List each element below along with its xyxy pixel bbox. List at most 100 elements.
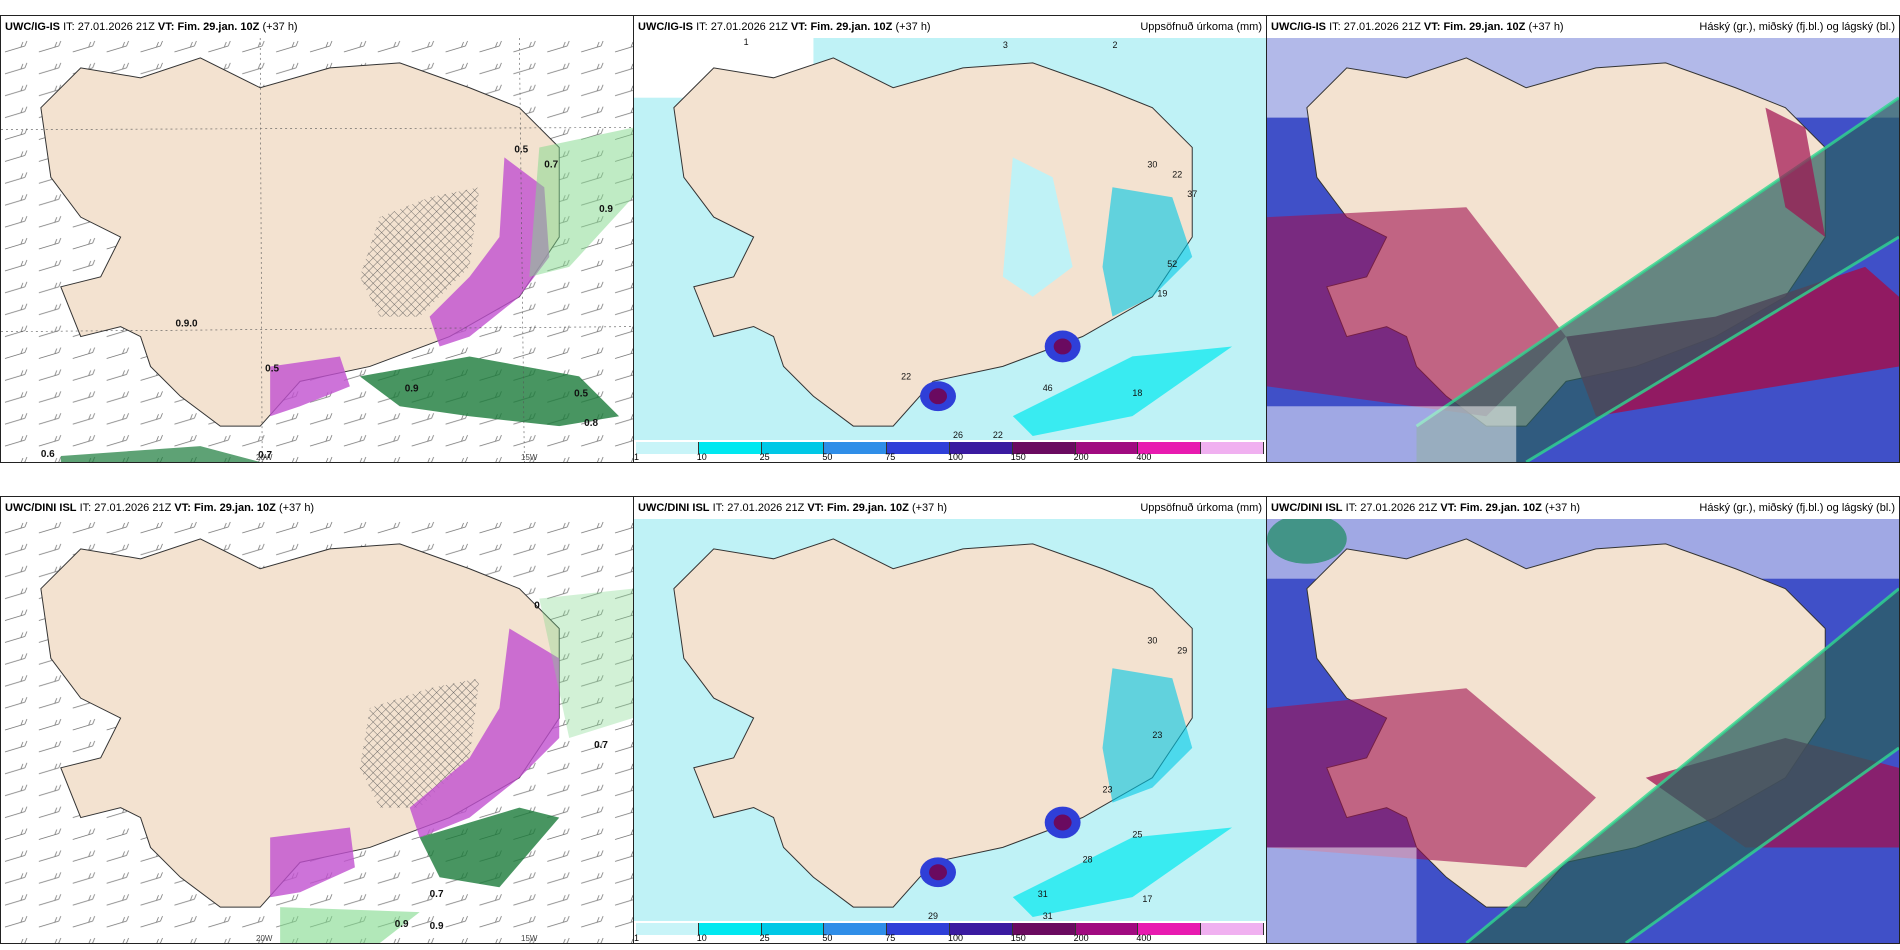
colorbar-tick: 75 [885, 452, 896, 462]
svg-text:31: 31 [1043, 911, 1053, 921]
svg-text:2: 2 [1112, 40, 1117, 50]
svg-text:0.7: 0.7 [258, 450, 272, 461]
precip-map: 22 30 22 37 52 19 46 18 26 22 1 3 2 [634, 38, 1266, 440]
svg-text:0.8: 0.8 [584, 418, 598, 429]
svg-text:37: 37 [1187, 189, 1197, 199]
model-name: UWC/IG-IS [638, 21, 693, 33]
it-label: IT: [1345, 502, 1358, 514]
svg-text:28: 28 [1083, 854, 1093, 864]
valid-time: Fim. 29.jan. 10Z [177, 21, 260, 33]
panel-header: UWC/DINI ISL IT: 27.01.2026 21Z VT: Fim.… [1267, 497, 1899, 519]
lead-time: (+37 h) [262, 21, 298, 33]
svg-text:29: 29 [1177, 645, 1187, 655]
panel-header: UWC/IG-IS IT: 27.01.2026 21Z VT: Fim. 29… [634, 16, 1266, 38]
svg-text:22: 22 [1172, 169, 1182, 179]
lead-time: (+37 h) [278, 502, 315, 514]
colorbar-tick: 150 [1010, 452, 1026, 462]
map-variable-label: Háský (gr.), miðský (fj.bl.) og lágský (… [1699, 502, 1895, 514]
svg-text:17: 17 [1142, 894, 1152, 904]
svg-text:0.9: 0.9 [405, 383, 419, 394]
it-label: IT: [712, 502, 725, 514]
model-name: UWC/IG-IS [1271, 21, 1326, 33]
model-name: UWC/DINI ISL [1271, 502, 1343, 514]
svg-text:22: 22 [901, 371, 911, 381]
colorbar-ticks: 1 10 25 50 75 100 150 200 400 [634, 933, 1264, 943]
svg-text:0.5: 0.5 [574, 388, 588, 399]
panel-header: UWC/DINI ISL IT: 27.01.2026 21Z VT: Fim.… [634, 497, 1266, 519]
init-time: 27.01.2026 21Z [77, 21, 155, 33]
panel-header: UWC/IG-IS IT: 27.01.2026 21Z VT: Fim. 29… [1267, 16, 1899, 38]
colorbar-tick: 25 [759, 452, 770, 462]
svg-text:23: 23 [1152, 730, 1162, 740]
vt-label: VT: [1423, 21, 1441, 33]
valid-time: Fim. 29.jan. 10Z [1443, 21, 1526, 33]
cloud-map [1267, 519, 1899, 943]
colorbar-tick: 100 [948, 933, 964, 943]
vt-label: VT: [790, 21, 808, 33]
colorbar-tick: 150 [1010, 933, 1026, 943]
colorbar-tick: 50 [822, 933, 833, 943]
precip-colorbar: 1 10 25 50 75 100 150 200 400 [634, 921, 1266, 943]
svg-text:31: 31 [1038, 889, 1048, 899]
lon-label-15w: 15W [521, 453, 538, 462]
svg-text:22: 22 [993, 430, 1003, 440]
vt-label: VT: [157, 21, 175, 33]
svg-text:0.9.0: 0.9.0 [175, 319, 198, 330]
panel-top-left: UWC/IG-IS IT: 27.01.2026 21Z VT: Fim. 29… [0, 15, 634, 463]
panel-header: UWC/IG-IS IT: 27.01.2026 21Z VT: Fim. 29… [1, 16, 633, 38]
lead-time: (+37 h) [911, 502, 948, 514]
svg-text:29: 29 [928, 911, 938, 921]
colorbar-tick: 10 [696, 452, 707, 462]
svg-text:0.9: 0.9 [430, 921, 444, 932]
colorbar-tick: 200 [1073, 933, 1089, 943]
svg-text:0.9: 0.9 [395, 919, 409, 930]
svg-text:0.7: 0.7 [594, 740, 608, 751]
init-time: 27.01.2026 21Z [727, 502, 805, 514]
panel-top-middle: UWC/IG-IS IT: 27.01.2026 21Z VT: Fim. 29… [633, 15, 1267, 463]
wind-precip-map: 0.5 0.7 0.9 0.9.0 0.5 0.9 0.5 0.8 0.6 0.… [1, 38, 633, 462]
colorbar-tick: 75 [885, 933, 896, 943]
map-variable-label: Uppsöfnuð úrkoma (mm) [1140, 21, 1262, 33]
vt-label: VT: [1440, 502, 1457, 514]
panel-bottom-middle: UWC/DINI ISL IT: 27.01.2026 21Z VT: Fim.… [633, 496, 1267, 944]
svg-text:52: 52 [1167, 259, 1177, 269]
colorbar-tick: 1 [634, 452, 640, 462]
panel-header: UWC/DINI ISL IT: 27.01.2026 21Z VT: Fim.… [1, 497, 633, 519]
svg-text:1: 1 [744, 38, 749, 47]
cloud-map [1267, 38, 1899, 462]
colorbar-tick: 10 [696, 933, 707, 943]
model-name: UWC/IG-IS [5, 21, 60, 33]
it-label: IT: [63, 21, 75, 33]
lead-time: (+37 h) [895, 21, 931, 33]
colorbar-tick: 1 [634, 933, 640, 943]
svg-text:25: 25 [1132, 829, 1142, 839]
panel-top-right: UWC/IG-IS IT: 27.01.2026 21Z VT: Fim. 29… [1266, 15, 1900, 463]
wind-precip-map: 0 0.7 0.7 0.9 0.9 [1, 519, 633, 943]
colorbar-swatches [636, 442, 1264, 454]
svg-text:0.5: 0.5 [514, 144, 528, 155]
valid-time: Fim. 29.jan. 10Z [1459, 502, 1542, 514]
init-time: 27.01.2026 21Z [1360, 502, 1438, 514]
valid-time: Fim. 29.jan. 10Z [810, 21, 893, 33]
valid-time: Fim. 29.jan. 10Z [826, 502, 909, 514]
precip-colorbar: 1 10 25 50 75 100 150 200 400 [634, 440, 1266, 462]
lead-time: (+37 h) [1544, 502, 1581, 514]
svg-text:23: 23 [1103, 785, 1113, 795]
lead-time: (+37 h) [1528, 21, 1564, 33]
it-label: IT: [79, 502, 92, 514]
init-time: 27.01.2026 21Z [94, 502, 172, 514]
panel-bottom-left: UWC/DINI ISL IT: 27.01.2026 21Z VT: Fim.… [0, 496, 634, 944]
svg-text:0.9: 0.9 [599, 204, 613, 215]
precip-map: 30 29 23 23 28 31 25 17 31 29 [634, 519, 1266, 921]
svg-text:0.7: 0.7 [430, 889, 444, 900]
lon-label-20w: 20W [256, 453, 273, 462]
colorbar-tick: 50 [822, 452, 833, 462]
svg-text:0: 0 [534, 601, 540, 612]
svg-text:30: 30 [1147, 635, 1157, 645]
init-time: 27.01.2026 21Z [710, 21, 788, 33]
vt-label: VT: [174, 502, 191, 514]
svg-text:30: 30 [1147, 159, 1157, 169]
colorbar-tick: 25 [759, 933, 770, 943]
svg-text:3: 3 [1003, 40, 1008, 50]
vt-label: VT: [807, 502, 824, 514]
